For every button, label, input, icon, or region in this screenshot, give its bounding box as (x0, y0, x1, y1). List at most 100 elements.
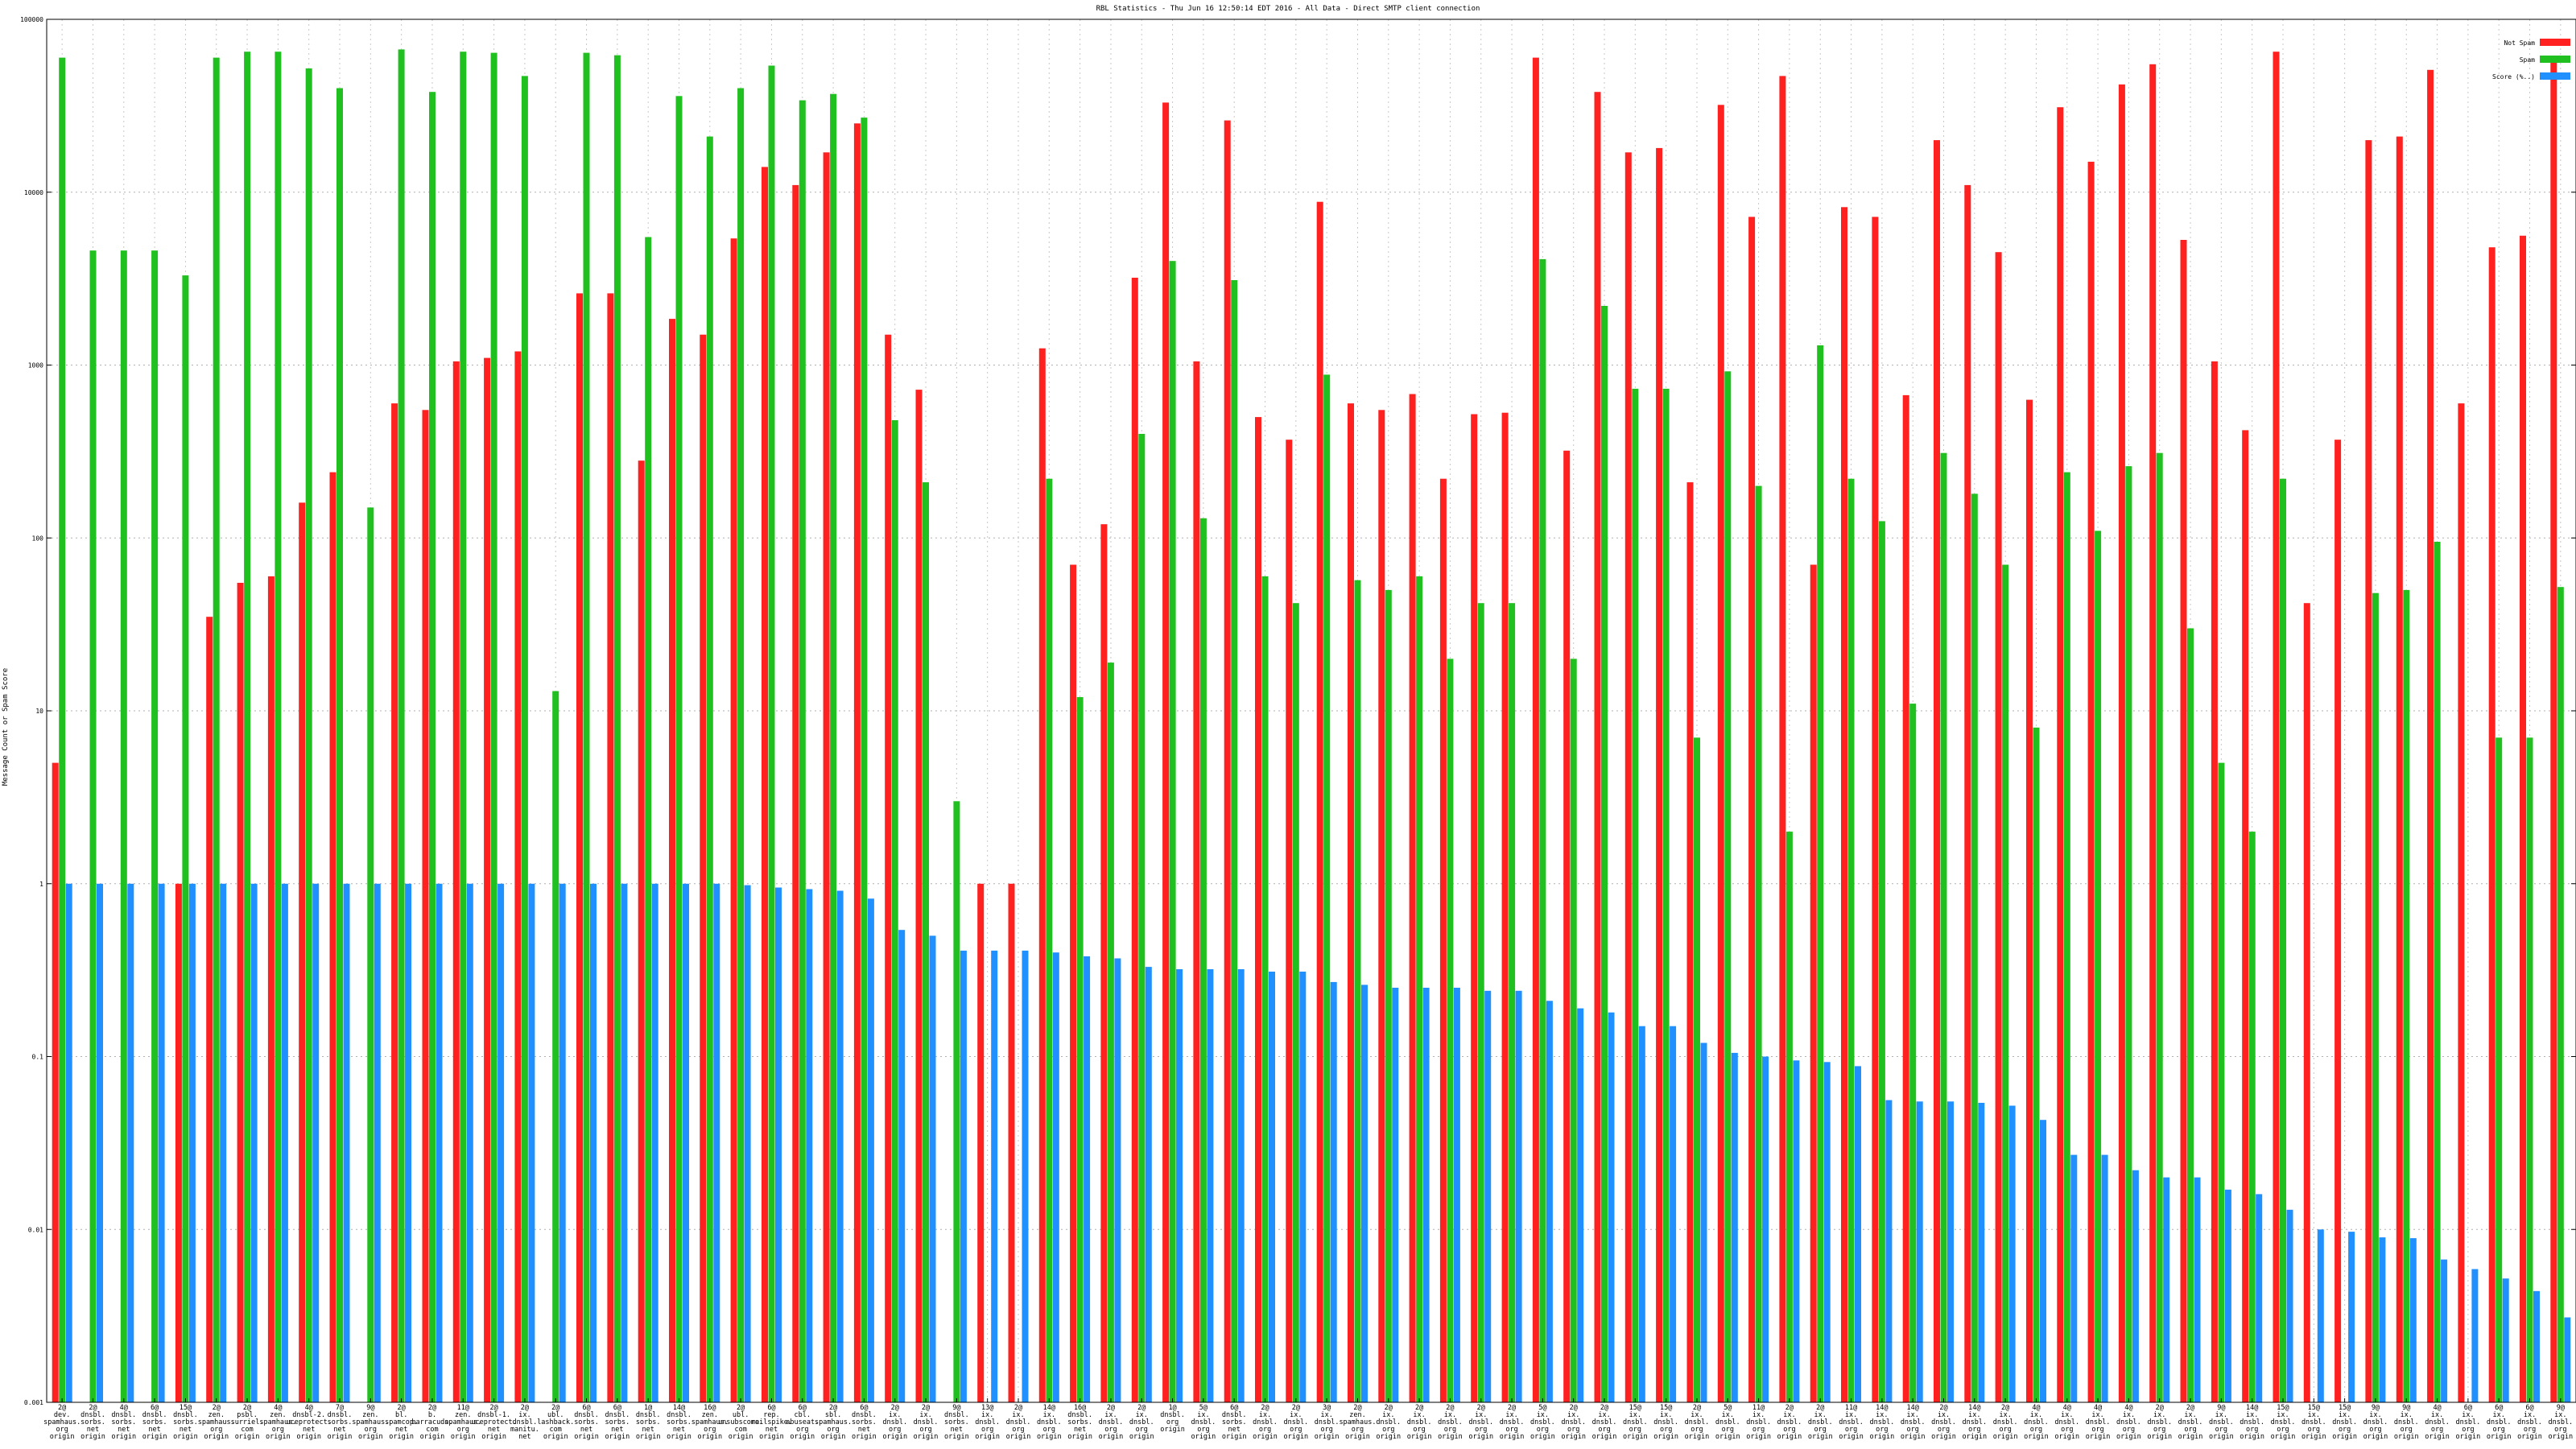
not-spam-bar (1532, 57, 1539, 1403)
not-spam-bar (1995, 252, 2002, 1403)
spam-bar (1199, 518, 1207, 1402)
x-tick-label: 2@ ix. dnsbl. org origin (1438, 1404, 1463, 1441)
not-spam-bar (762, 167, 768, 1402)
score-bar (2564, 1317, 2571, 1402)
spam-bar (645, 237, 652, 1402)
score-bar (1237, 969, 1245, 1402)
legend: Not Spam Spam Score (%..) (2492, 39, 2570, 80)
not-spam-bar (792, 184, 799, 1402)
spam-bar (2095, 530, 2102, 1402)
not-spam-bar (1872, 217, 1879, 1402)
score-bar (806, 889, 813, 1402)
spam-bar (613, 55, 621, 1403)
score-bar (2256, 1194, 2263, 1402)
x-tick-label: 2@ ix. dnsbl. org origin (1993, 1404, 2018, 1441)
score-bar (1484, 990, 1492, 1402)
score-bar (1052, 952, 1059, 1402)
not-spam-bar (853, 123, 861, 1402)
not-spam-bar (1131, 278, 1138, 1402)
spam-bar (1323, 374, 1331, 1402)
x-tick-label: 2@ ix. dnsbl. org origin (1685, 1404, 1710, 1441)
score-bar (1453, 988, 1460, 1402)
x-tick-label: 2@ ix. dnsbl. org origin (914, 1404, 939, 1441)
x-tick-label: 2@ ix. dnsbl. org origin (1407, 1404, 1432, 1441)
spam-bar (2248, 832, 2256, 1402)
not-spam-bar (1471, 414, 1478, 1402)
score-bar (1978, 1103, 1985, 1402)
spam-bar (2125, 466, 2132, 1402)
spam-bar (1570, 658, 1577, 1402)
not-spam-bar (1100, 524, 1108, 1403)
spam-bar (521, 76, 528, 1402)
not-spam-bar (1286, 440, 1293, 1403)
spam-bar (2218, 762, 2225, 1402)
score-bar (1916, 1101, 1923, 1402)
score-bar (127, 883, 134, 1403)
not-spam-bar (1686, 482, 1694, 1402)
x-tick-label: 6@ dnsbl. sorbs. net origin (142, 1404, 167, 1441)
score-bar (1392, 988, 1399, 1402)
not-spam-bar (1748, 217, 1756, 1402)
score-bar (1855, 1066, 1861, 1402)
not-spam-bar (2242, 430, 2249, 1402)
score-bar (1823, 1062, 1831, 1402)
spam-bar (1909, 704, 1917, 1402)
spam-bar (1847, 478, 1855, 1403)
score-bar (991, 950, 998, 1402)
y-tick-label: 1000 (28, 362, 43, 369)
x-tick-label: 2@ ix. dnsbl. org origin (1253, 1404, 1278, 1441)
x-tick-label: 16@ dnsbl. sorbs. net origin (1067, 1404, 1092, 1441)
score-bar (1947, 1101, 1954, 1402)
spam-bar (830, 93, 837, 1403)
score-bar (960, 950, 967, 1402)
not-spam-bar (1624, 152, 1632, 1402)
spam-bar (1169, 261, 1176, 1403)
score-bar (2070, 1154, 2078, 1402)
spam-bar (1261, 576, 1269, 1402)
score-bar (466, 883, 473, 1403)
legend-swatch (2540, 56, 2570, 63)
not-spam-bar (1810, 564, 1817, 1402)
x-tick-label: 9@ ix. dnsbl. org origin (2363, 1404, 2388, 1441)
not-spam-bar (2211, 361, 2218, 1402)
x-tick-label: 2@ ix. dnsbl. org origin (1592, 1404, 1617, 1441)
x-tick-label: 15@ ix. dnsbl. org origin (2332, 1404, 2357, 1441)
x-tick-label: 1@ dnsbl. sorbs. net origin (636, 1404, 661, 1441)
x-tick-label: 5@ ix. dnsbl. org origin (1191, 1404, 1216, 1441)
x-tick-label: 14@ ix. dnsbl. org origin (1037, 1404, 1062, 1441)
score-bar (2533, 1290, 2540, 1402)
x-tick-label: 6@ dnsbl. sorbs. net origin (1222, 1404, 1247, 1441)
not-spam-bar (175, 883, 182, 1403)
spam-bar (151, 250, 159, 1403)
x-tick-label: 15@ dnsbl. sorbs. net origin (173, 1404, 198, 1441)
x-tick-label: 2@ ix. dnsbl. org origin (1376, 1404, 1401, 1441)
x-tick-label: 4@ ix. dnsbl. org origin (2116, 1404, 2141, 1441)
score-bar (2502, 1278, 2509, 1402)
score-bar (2163, 1177, 2170, 1402)
not-spam-bar (1841, 207, 1847, 1402)
spam-bar (799, 100, 806, 1403)
y-axis-title: Message Count or Spam Score (2, 668, 10, 786)
not-spam-bar (1378, 410, 1385, 1402)
y-tick-label: 0.001 (24, 1399, 43, 1406)
not-spam-bar (2488, 247, 2496, 1403)
spam-bar (1878, 521, 1885, 1402)
spam-bar (1354, 580, 1361, 1402)
not-spam-bar (2550, 57, 2557, 1403)
score-bar (497, 883, 505, 1403)
x-tick-label: 2@ ix. dnsbl. org origin (2178, 1404, 2203, 1441)
x-tick-label: 9@ ix. dnsbl. org origin (2209, 1404, 2234, 1441)
spam-bar (2496, 737, 2503, 1402)
spam-bar (2063, 472, 2070, 1402)
spam-bar (59, 57, 66, 1403)
y-tick-label: 10000 (24, 189, 43, 196)
score-bar (2348, 1232, 2355, 1402)
legend-label: Spam (2520, 56, 2535, 64)
not-spam-bar (1193, 361, 1200, 1402)
spam-bar (1477, 603, 1484, 1402)
x-tick-label: 15@ ix. dnsbl. org origin (2301, 1404, 2326, 1441)
x-tick-label: 2@ bl. spamcop. net origin (385, 1404, 418, 1441)
spam-bar (2434, 542, 2441, 1402)
x-tick-label: 5@ ix. dnsbl. org origin (1715, 1404, 1740, 1441)
